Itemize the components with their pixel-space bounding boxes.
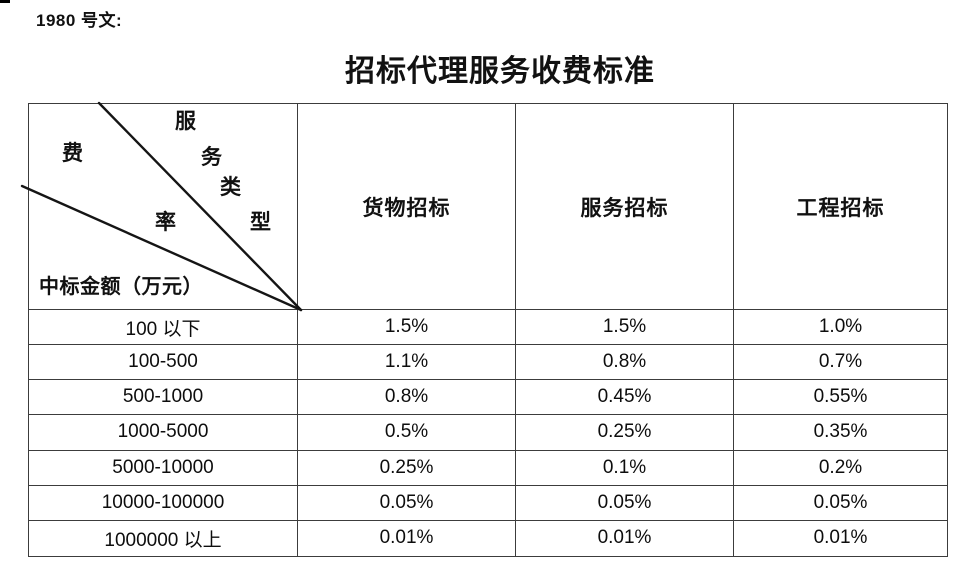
fee-value: 0.7%	[734, 345, 947, 381]
corner-col-axis-char: 类	[220, 174, 241, 199]
table-row: 100 以下 1.5% 1.5% 1.0%	[29, 310, 947, 346]
fee-value: 0.25%	[516, 415, 734, 451]
fee-value: 1.0%	[734, 310, 947, 346]
fee-value: 0.2%	[734, 451, 947, 486]
column-header-services: 服务招标	[516, 104, 734, 310]
row-label: 100 以下	[29, 310, 298, 346]
corner-col-axis-char: 服	[175, 108, 196, 133]
diagonal-line-lower	[20, 184, 303, 312]
fee-value: 0.1%	[516, 450, 734, 486]
corner-col-axis-char: 型	[250, 209, 271, 234]
fee-value: 0.5%	[298, 415, 516, 451]
doc-number: 1980 号文:	[36, 11, 123, 30]
corner-amount-axis-label: 中标金额（万元）	[39, 274, 203, 298]
fee-value: 0.35%	[734, 415, 947, 451]
row-label: 10000-100000	[29, 485, 298, 521]
page-title: 招标代理服务收费标准	[345, 54, 655, 89]
diagonal-divider-lines	[20, 101, 303, 312]
fee-table: 服 务 类 型 费 率 中标金额（万元） 货物招标 服务招标 工程招标 100 …	[20, 101, 948, 557]
fee-value: 1.5%	[516, 310, 734, 346]
table-row: 1000-5000 0.5% 0.25% 0.35%	[29, 415, 947, 451]
fee-value: 0.8%	[516, 345, 734, 381]
corner-row-axis-char: 率	[155, 209, 176, 234]
table-row: 10000-100000 0.05% 0.05% 0.05%	[29, 485, 947, 521]
fee-value: 0.01%	[298, 520, 516, 556]
column-header-engineering: 工程招标	[734, 104, 947, 310]
fee-value: 0.05%	[734, 486, 947, 521]
table-row: 5000-10000 0.25% 0.1% 0.2%	[29, 450, 947, 486]
table-header-row: 服 务 类 型 费 率 中标金额（万元） 货物招标 服务招标 工程招标	[20, 101, 947, 312]
diagonal-line-upper	[97, 101, 303, 312]
fee-value: 0.45%	[516, 380, 734, 416]
table-row: 1000000 以上 0.01% 0.01% 0.01%	[29, 520, 947, 556]
fee-value: 0.05%	[298, 485, 516, 521]
row-label: 1000-5000	[29, 415, 298, 451]
fee-value: 0.8%	[298, 380, 516, 416]
row-label: 100-500	[29, 345, 298, 381]
fee-value: 0.05%	[516, 485, 734, 521]
scan-artifact-mark	[0, 0, 10, 3]
fee-value: 1.1%	[298, 345, 516, 381]
corner-col-axis-char: 务	[201, 144, 222, 169]
table-body: 100 以下 1.5% 1.5% 1.0% 100-500 1.1% 0.8% 0.7% 500…	[29, 310, 947, 556]
row-label: 1000000 以上	[29, 520, 298, 556]
column-header-goods: 货物招标	[298, 104, 516, 310]
table-row: 100-500 1.1% 0.8% 0.7%	[29, 345, 947, 381]
fee-value: 0.01%	[516, 520, 734, 556]
fee-value: 0.25%	[298, 450, 516, 486]
fee-value: 0.01%	[813, 527, 868, 549]
row-label: 500-1000	[29, 380, 298, 416]
fee-value: 1.5%	[298, 310, 516, 346]
table-corner-cell: 服 务 类 型 费 率 中标金额（万元）	[20, 101, 303, 312]
table-row: 500-1000 0.8% 0.45% 0.55%	[29, 380, 947, 416]
row-label: 5000-10000	[29, 450, 298, 486]
fee-value: 0.55%	[734, 380, 947, 416]
corner-row-axis-char: 费	[62, 140, 83, 165]
